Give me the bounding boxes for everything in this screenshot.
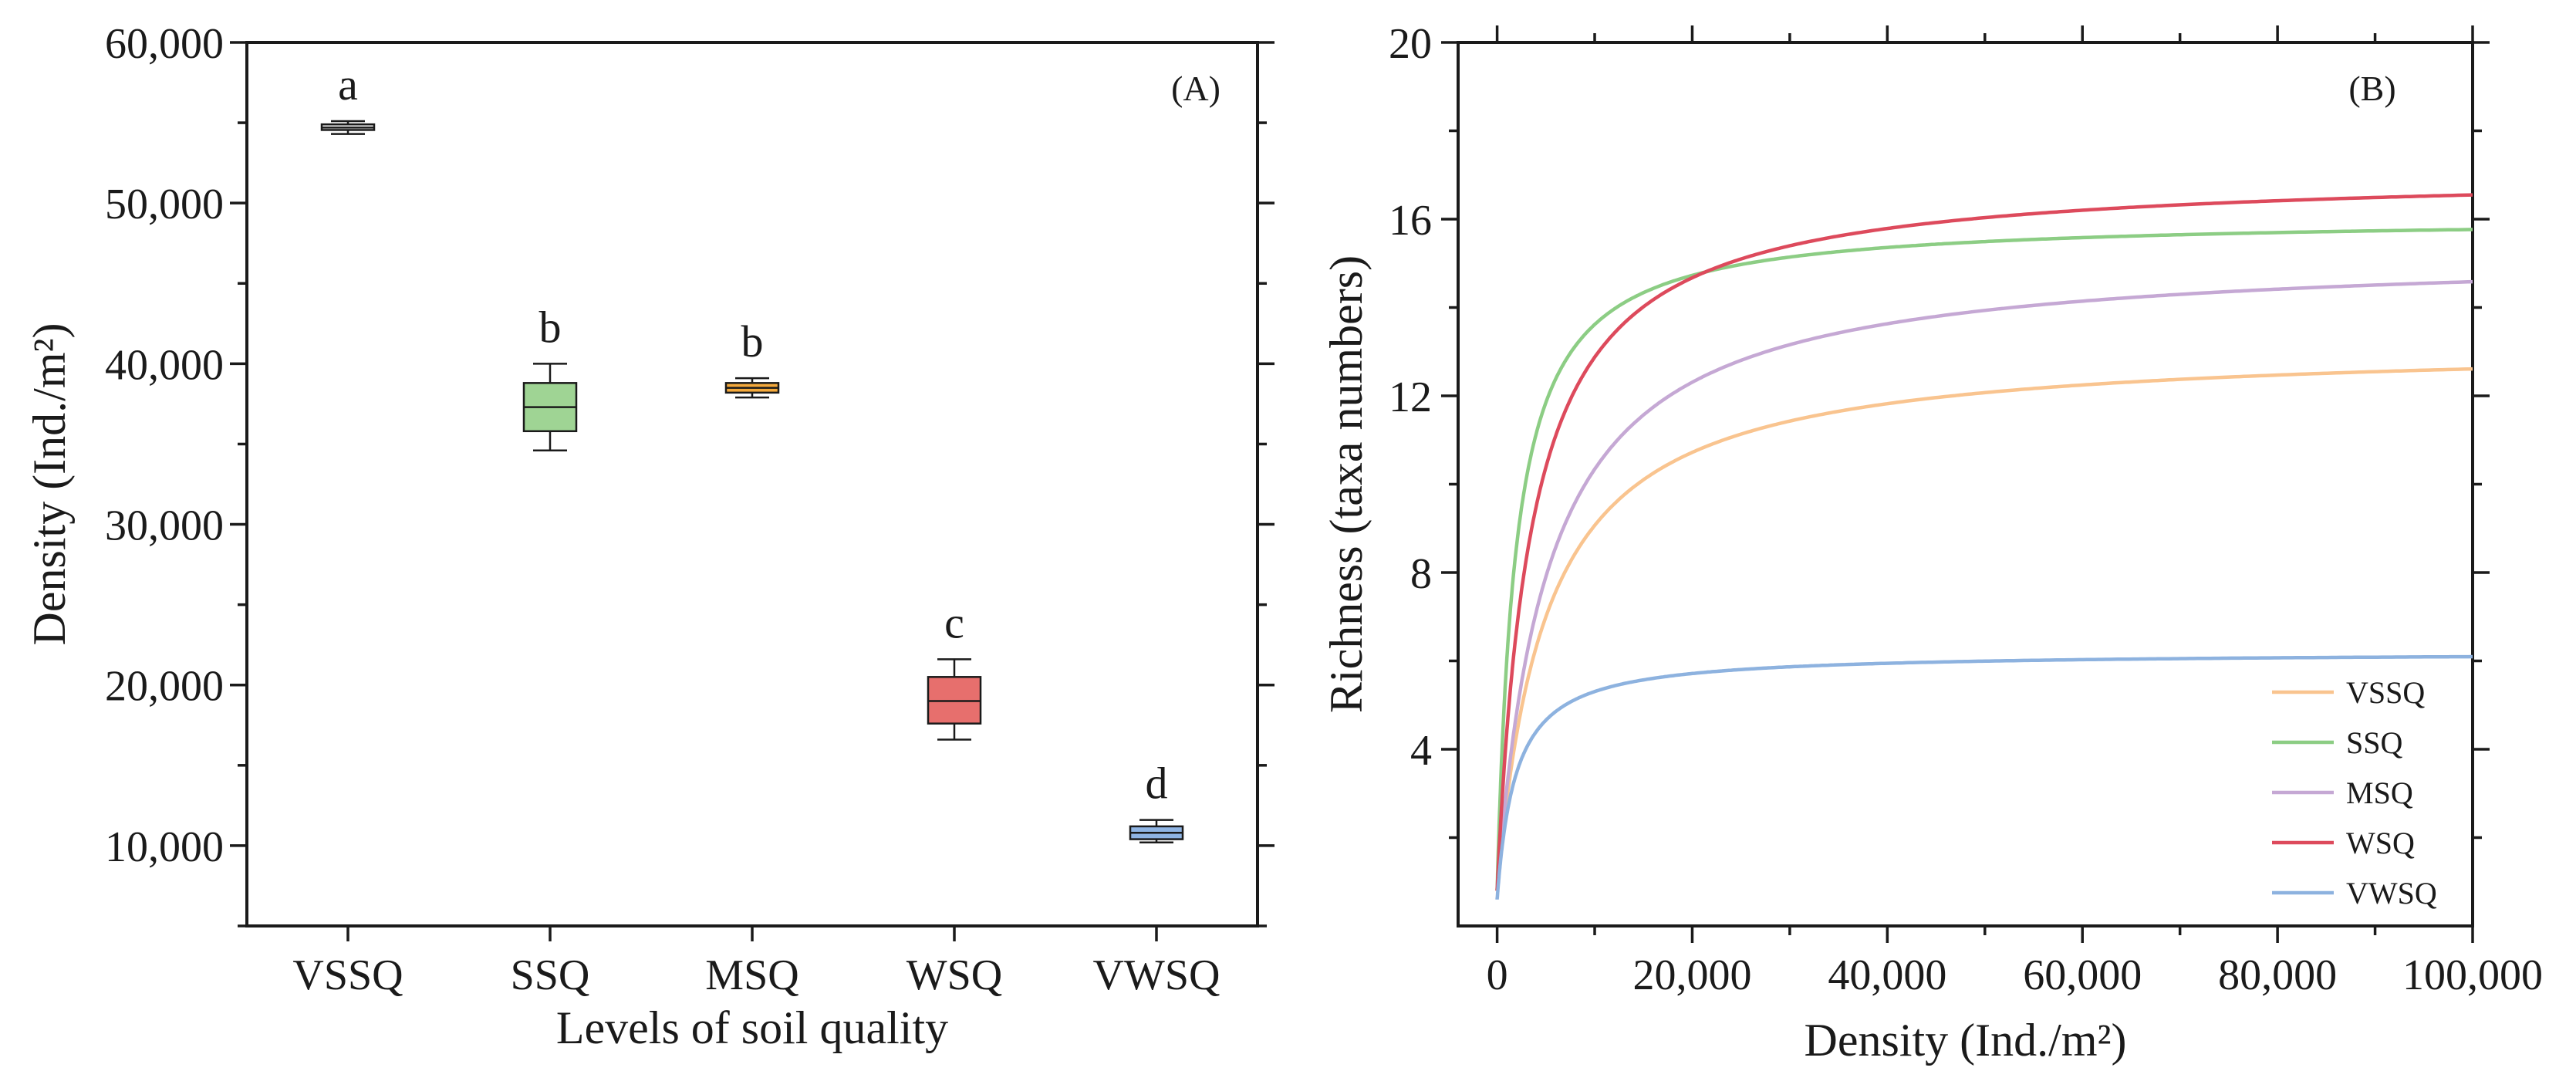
y-tick-label: 8 bbox=[1410, 550, 1432, 598]
x-tick-label: 40,000 bbox=[1828, 951, 1946, 999]
panel-label: (B) bbox=[2348, 69, 2395, 108]
y-tick-label: 12 bbox=[1389, 373, 1432, 421]
x-tick-label: VSSQ bbox=[292, 951, 403, 999]
significance-letter: d bbox=[1146, 759, 1168, 809]
y-tick-label: 30,000 bbox=[105, 502, 224, 550]
legend-label: SSQ bbox=[2346, 725, 2402, 760]
y-axis-label: Richness (taxa numbers) bbox=[1321, 255, 1372, 713]
x-axis-label: Levels of soil quality bbox=[556, 1002, 948, 1053]
y-tick-label: 50,000 bbox=[105, 181, 224, 228]
significance-letter: b bbox=[741, 316, 764, 367]
x-tick-label: 20,000 bbox=[1632, 951, 1751, 999]
y-tick-label: 10,000 bbox=[105, 823, 224, 871]
legend-label: VSSQ bbox=[2346, 675, 2425, 710]
panel-b-rarefaction-plot: 0 20,000 40,000 60,000 80,000 100,000 4 8 12 16 20… bbox=[1321, 20, 2543, 1066]
series-line-ssq bbox=[1495, 228, 2473, 891]
series-line-wsq bbox=[1495, 193, 2473, 891]
y-tick-label: 4 bbox=[1410, 727, 1432, 775]
box-ssq bbox=[522, 363, 578, 452]
x-tick-label: 80,000 bbox=[2218, 951, 2337, 999]
x-tick-label: 60,000 bbox=[2023, 951, 2142, 999]
box-vwsq bbox=[1129, 819, 1184, 843]
series-line-msq bbox=[1495, 279, 2473, 891]
series-line-vwsq bbox=[1495, 654, 2473, 900]
plot-frame bbox=[245, 41, 1259, 928]
significance-letter: a bbox=[338, 59, 358, 110]
panel-label: (A) bbox=[1171, 69, 1220, 108]
y-tick-label: 60,000 bbox=[105, 20, 224, 68]
legend-label: WSQ bbox=[2346, 826, 2415, 860]
box-msq bbox=[724, 377, 780, 399]
box-vssq bbox=[320, 120, 376, 135]
legend-label: VWSQ bbox=[2346, 876, 2437, 911]
significance-letter: c bbox=[944, 597, 964, 647]
legend-label: MSQ bbox=[2346, 775, 2413, 810]
significance-letter: b bbox=[539, 302, 562, 352]
x-tick-label: SSQ bbox=[511, 951, 590, 999]
x-tick-label: VWSQ bbox=[1093, 951, 1220, 999]
x-axis-label: Density (Ind./m²) bbox=[1805, 1015, 2127, 1066]
x-tick-label: 0 bbox=[1487, 951, 1508, 999]
y-tick-label: 16 bbox=[1389, 197, 1432, 245]
x-tick-label: MSQ bbox=[705, 951, 798, 999]
x-tick-label: 100,000 bbox=[2402, 951, 2543, 999]
x-tick-label: WSQ bbox=[906, 951, 1002, 999]
series-line-vssq bbox=[1495, 367, 2473, 891]
y-axis-label: Density (Ind./m²) bbox=[24, 323, 75, 646]
panel-a-box-plot: 10,000 20,000 30,000 40,000 50,000 60,000 VSSQ… bbox=[24, 20, 1274, 1053]
box-wsq bbox=[927, 658, 982, 741]
y-tick-label: 20 bbox=[1389, 20, 1432, 68]
y-tick-label: 20,000 bbox=[105, 663, 224, 711]
y-tick-label: 40,000 bbox=[105, 341, 224, 389]
